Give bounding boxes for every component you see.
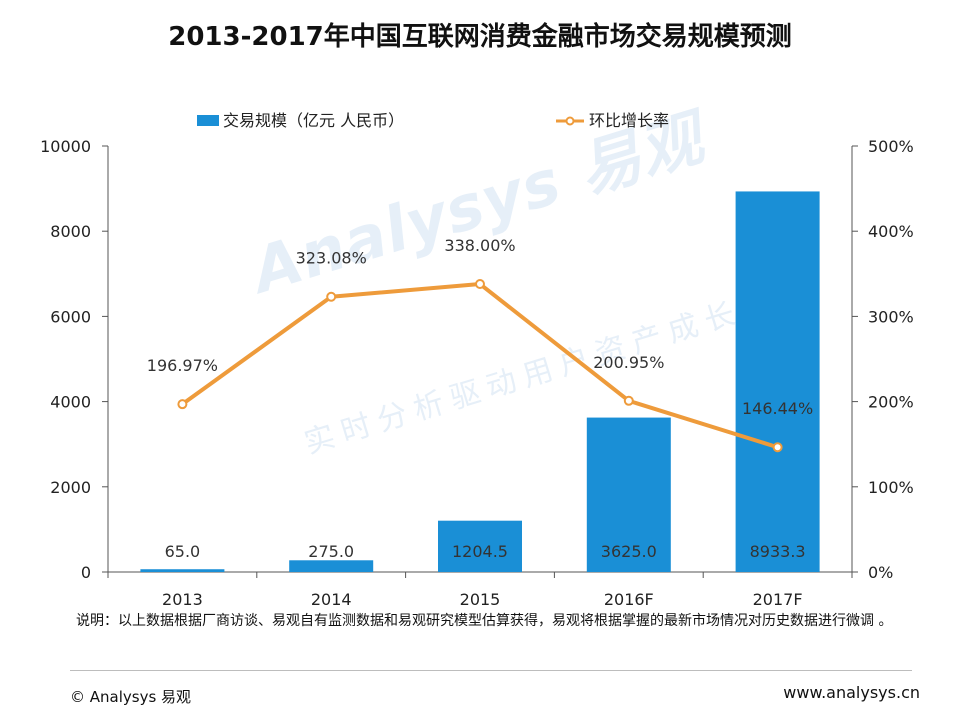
growth-rate-label: 196.97% (147, 356, 218, 375)
x-tick-label: 2015 (460, 590, 501, 609)
y-left-tick-label: 4000 (50, 393, 91, 412)
chart-title: 2013-2017年中国互联网消费金融市场交易规模预测 (168, 22, 792, 52)
bar-value-label: 65.0 (165, 542, 201, 561)
bar (586, 417, 671, 572)
growth-rate-marker (772, 442, 783, 453)
y-left-tick-label: 2000 (50, 478, 91, 497)
y-left-tick-label: 6000 (50, 307, 91, 326)
y-left-tick-label: 8000 (50, 222, 91, 241)
x-tick-label: 2013 (162, 590, 203, 609)
growth-rate-label: 200.95% (593, 353, 664, 372)
chart-note: 说明：以上数据根据厂商访谈、易观自有监测数据和易观研究模型估算获得，易观将根据掌… (76, 613, 893, 629)
bar-value-label: 3625.0 (601, 542, 657, 561)
growth-rate-label: 323.08% (296, 249, 367, 268)
y-right-tick-label: 0% (868, 563, 893, 582)
website-link[interactable]: www.analysys.cn (783, 683, 920, 702)
bar (140, 569, 225, 572)
legend-line-label: 环比增长率 (589, 111, 669, 130)
bar (735, 191, 820, 573)
growth-rate-marker (177, 399, 188, 410)
growth-rate-marker (623, 395, 634, 406)
bar-value-label: 1204.5 (452, 542, 508, 561)
combo-chart: 0 2000 4000 6000 8000 10000 0% 100% 200% 300% 400%… (40, 111, 914, 609)
y-right-tick-label: 400% (868, 222, 914, 241)
bar (289, 560, 374, 572)
growth-rate-label: 338.00% (444, 236, 515, 255)
growth-rate-line (181, 282, 779, 450)
copyright-text: © Analysys 易观 (70, 688, 192, 706)
legend-bar-label: 交易规模（亿元 人民币） (223, 111, 404, 130)
y-right-tick-label: 100% (868, 478, 914, 497)
y-left-tick-label: 10000 (40, 137, 91, 156)
growth-rate-marker (475, 279, 485, 290)
growth-rate-marker (326, 291, 337, 302)
bar-value-label: 8933.3 (750, 542, 806, 561)
y-right-tick-label: 500% (868, 137, 914, 156)
y-right-tick-label: 200% (868, 393, 914, 412)
x-tick-label: 2016F (604, 590, 654, 609)
y-right-tick-label: 300% (868, 307, 914, 326)
x-tick-label: 2014 (311, 590, 352, 609)
x-tick-label: 2017F (753, 590, 803, 609)
legend-line-marker (565, 116, 575, 126)
legend-bar-swatch (197, 115, 219, 126)
y-left-tick-label: 0 (81, 563, 91, 582)
growth-rate-label: 146.44% (742, 399, 813, 418)
bar (438, 520, 522, 572)
bar-value-label: 275.0 (308, 542, 354, 561)
footer-divider (70, 670, 912, 672)
